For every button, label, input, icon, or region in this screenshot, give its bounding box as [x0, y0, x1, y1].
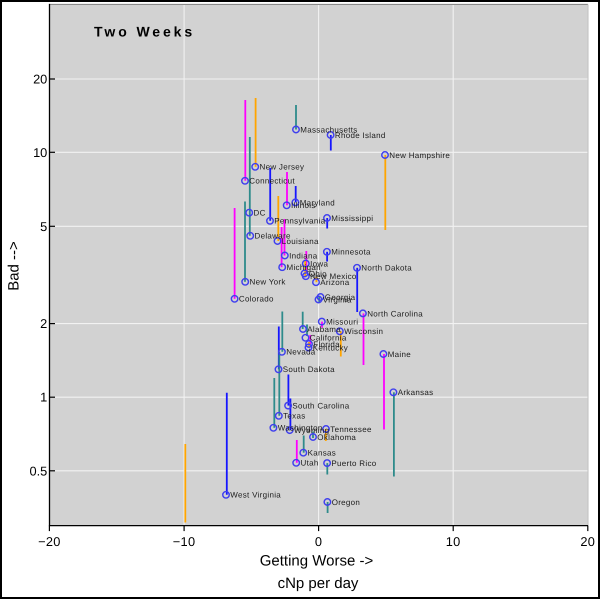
svg-text:Kentucky: Kentucky [313, 343, 348, 352]
svg-text:Connecticut: Connecticut [249, 177, 295, 186]
svg-text:Mississippi: Mississippi [331, 214, 373, 223]
svg-text:Puerto Rico: Puerto Rico [331, 459, 376, 468]
svg-text:10: 10 [33, 145, 47, 160]
svg-text:Rhode Island: Rhode Island [335, 131, 386, 140]
svg-text:Nevada: Nevada [286, 348, 316, 357]
svg-text:Michigan: Michigan [287, 263, 321, 272]
svg-text:Maine: Maine [388, 350, 412, 359]
svg-text:California: California [310, 334, 347, 343]
svg-text:North Carolina: North Carolina [367, 309, 423, 318]
svg-text:Virginia: Virginia [323, 295, 352, 304]
svg-text:Illinois: Illinois [291, 201, 316, 210]
svg-text:0.5: 0.5 [30, 463, 48, 478]
svg-text:Maryland: Maryland [300, 198, 335, 207]
svg-text:Arizona: Arizona [320, 278, 349, 287]
svg-text:Indiana: Indiana [289, 251, 318, 260]
svg-text:cNp per day: cNp per day [278, 575, 359, 592]
svg-text:20: 20 [580, 534, 595, 549]
svg-text:DC: DC [254, 209, 266, 218]
svg-text:Two Weeks: Two Weeks [94, 24, 195, 40]
svg-text:Louisiana: Louisiana [282, 237, 319, 246]
svg-text:Getting Worse ->: Getting Worse -> [260, 553, 374, 570]
svg-text:Ohio: Ohio [309, 269, 327, 278]
svg-text:Alabama: Alabama [307, 325, 341, 334]
svg-text:West Virginia: West Virginia [230, 491, 281, 500]
svg-text:−10: −10 [173, 534, 196, 549]
svg-text:Wisconsin: Wisconsin [344, 327, 383, 336]
svg-text:New Mexico: New Mexico [310, 272, 357, 281]
svg-text:Colorado: Colorado [239, 295, 274, 304]
svg-text:Georgia: Georgia [325, 293, 356, 302]
svg-text:−20: −20 [38, 534, 61, 549]
svg-text:Tennessee: Tennessee [330, 425, 372, 434]
svg-text:Missouri: Missouri [326, 318, 358, 327]
svg-text:New York: New York [250, 278, 287, 287]
svg-text:1: 1 [40, 390, 47, 405]
svg-text:South Carolina: South Carolina [292, 402, 349, 411]
svg-text:Wyoming: Wyoming [294, 426, 329, 435]
svg-text:New Jersey: New Jersey [260, 163, 305, 172]
svg-text:Oregon: Oregon [332, 498, 360, 507]
svg-text:Washington: Washington [278, 424, 323, 433]
svg-text:Massachusetts: Massachusetts [300, 125, 357, 134]
svg-text:20: 20 [33, 72, 47, 87]
svg-text:North Dakota: North Dakota [361, 264, 412, 273]
svg-text:Florida: Florida [313, 340, 340, 349]
svg-text:Iowa: Iowa [310, 259, 328, 268]
svg-text:Oklahoma: Oklahoma [317, 433, 356, 442]
svg-text:Delaware: Delaware [255, 232, 291, 241]
svg-text:Texas: Texas [283, 412, 305, 421]
svg-text:2: 2 [40, 316, 47, 331]
svg-text:Bad -->: Bad --> [6, 241, 23, 291]
svg-text:New Hampshire: New Hampshire [389, 151, 450, 160]
svg-text:0: 0 [315, 534, 322, 549]
svg-text:South Dakota: South Dakota [283, 365, 335, 374]
svg-text:5: 5 [40, 219, 47, 234]
svg-text:Arkansas: Arkansas [398, 388, 434, 397]
svg-text:Kansas: Kansas [308, 449, 336, 458]
svg-text:Pennsylvania: Pennsylvania [274, 217, 325, 226]
svg-text:10: 10 [446, 534, 461, 549]
svg-text:Utah: Utah [301, 459, 319, 468]
svg-text:Minnesota: Minnesota [331, 248, 371, 257]
